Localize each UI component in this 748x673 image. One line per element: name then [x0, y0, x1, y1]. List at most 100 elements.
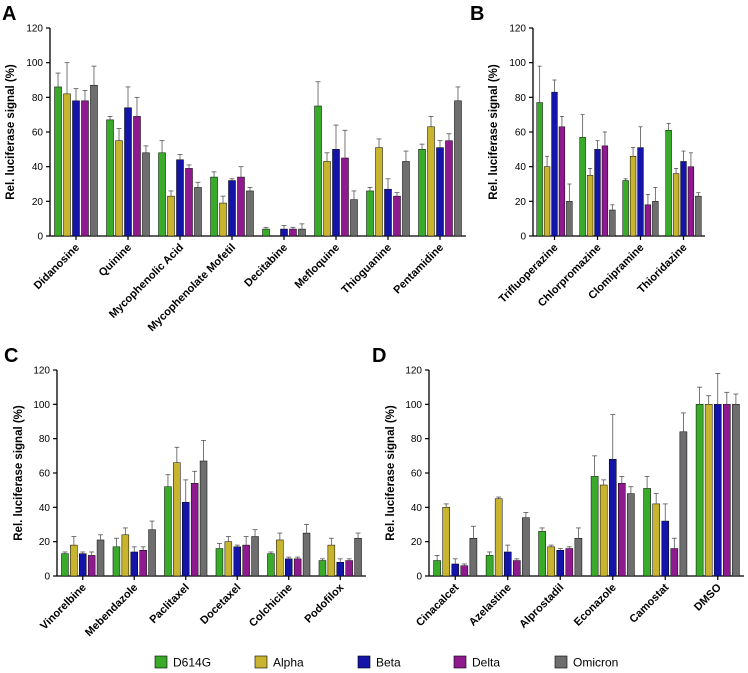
bar [341, 157, 349, 237]
y-tick-label: 20 [39, 537, 51, 548]
panel-d: D Rel. luciferase signal (%) 0 20 40 60 80 100 1… [372, 345, 744, 631]
bar [133, 116, 141, 237]
category-label: Paclitaxel [147, 582, 191, 626]
category-label: Econazole [572, 582, 619, 629]
bar [63, 93, 71, 237]
bar [70, 544, 78, 577]
bar [460, 565, 469, 577]
y-tick-label: 80 [411, 434, 423, 445]
bar [164, 486, 172, 577]
bar [210, 176, 218, 237]
bar [680, 161, 687, 237]
bar [672, 173, 680, 237]
y-tick-label: 40 [39, 503, 51, 514]
bar [332, 149, 340, 237]
bar [445, 140, 453, 237]
bar [298, 228, 306, 237]
y-tick-label: 0 [37, 232, 43, 243]
bar [644, 204, 652, 237]
bar [293, 558, 302, 577]
y-axis-label-d: Rel. luciferase signal (%) [385, 405, 397, 541]
y-tick-label: 60 [32, 128, 44, 139]
y-tick-label: 0 [416, 572, 422, 583]
bar [427, 126, 435, 237]
bar [622, 180, 629, 237]
bar [579, 136, 586, 237]
bar [158, 152, 166, 237]
panel-letter-c: C [4, 345, 18, 367]
legend-swatch-omicron [554, 655, 568, 669]
y-tick-label: 40 [411, 503, 423, 514]
bar [665, 130, 672, 237]
bar [246, 190, 254, 237]
bar [139, 550, 147, 577]
bar [242, 544, 250, 577]
bar [228, 180, 236, 237]
bar [503, 551, 512, 577]
bar [289, 228, 297, 237]
bar [199, 460, 208, 577]
category-label: Docetaxel [198, 582, 243, 627]
category-label: Cinacalcet [414, 581, 462, 629]
legend-label-d614g: D614G [173, 656, 211, 670]
bar [267, 553, 275, 577]
bar [469, 537, 478, 577]
bar [494, 498, 503, 577]
bar [124, 107, 132, 237]
legend-swatch-beta [357, 655, 371, 669]
bar [262, 228, 270, 237]
category-label: Mebendazole [83, 582, 140, 639]
legend-label-omicron: Omicron [573, 656, 618, 670]
y-tick-label: 80 [32, 93, 44, 104]
bar [121, 534, 130, 577]
y-tick-label: 100 [405, 400, 422, 411]
category-label: Didanosine [32, 242, 82, 292]
bar [280, 228, 288, 237]
bar [79, 553, 87, 577]
bar [522, 517, 530, 577]
bar [627, 493, 635, 577]
legend: D614G Alpha Beta Delta Omicron [154, 655, 618, 670]
bar [345, 560, 353, 577]
bar [629, 156, 637, 237]
bar [115, 140, 123, 237]
category-label: Thioguanine [339, 242, 394, 297]
y-axis-label-c: Rel. luciferase signal (%) [13, 405, 25, 541]
bar [219, 202, 227, 237]
legend-label-alpha: Alpha [273, 656, 304, 670]
bar [302, 532, 311, 577]
bar [538, 531, 546, 577]
bar [90, 84, 98, 237]
bar [679, 431, 688, 577]
bar [608, 459, 617, 577]
bar [276, 539, 284, 577]
category-label: Pentamidine [391, 242, 446, 297]
bar [695, 195, 702, 237]
y-tick-label: 20 [515, 197, 527, 208]
category-label: Alprostadil [517, 582, 566, 631]
bar [173, 462, 181, 577]
bar [148, 529, 156, 577]
bar [454, 100, 462, 237]
bar [72, 100, 80, 237]
bar [237, 176, 245, 237]
bar [167, 195, 175, 237]
bar [574, 537, 583, 577]
y-tick-label: 40 [32, 162, 44, 173]
category-label: Mycophenolate Mofetil [146, 242, 238, 334]
bar [661, 520, 670, 577]
bar [81, 100, 89, 237]
y-tick-label: 120 [509, 24, 526, 35]
legend-swatch-alpha [254, 655, 268, 669]
bar [323, 161, 331, 237]
bar [336, 562, 344, 577]
bar [637, 147, 644, 237]
bar [599, 484, 608, 577]
bar [513, 560, 521, 577]
y-tick-label: 120 [33, 366, 50, 377]
bar [61, 553, 69, 577]
category-label: Camostat [627, 581, 671, 625]
category-label: Podofilox [302, 581, 347, 626]
bar [618, 483, 626, 577]
